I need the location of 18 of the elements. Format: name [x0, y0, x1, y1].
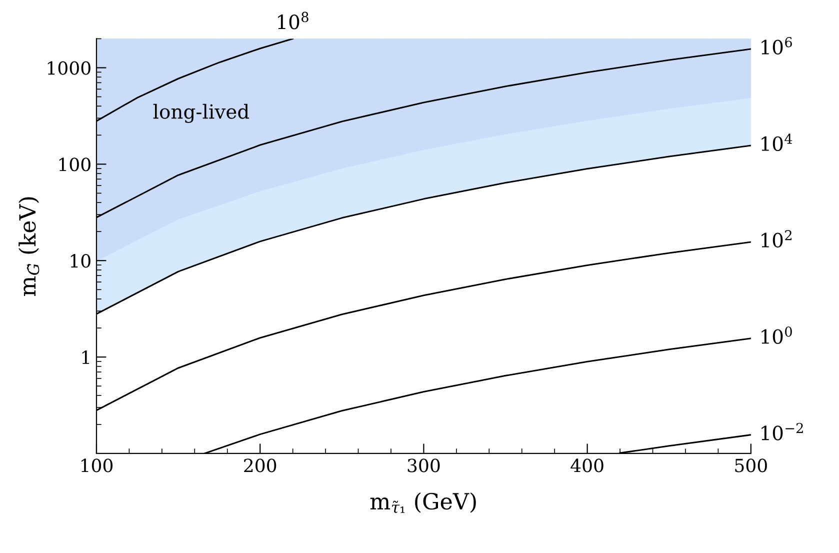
series-label: 10$^{6}$ — [762, 37, 792, 54]
series-label: 10$^{2}$ — [762, 230, 792, 248]
x-tick-label: 400 — [570, 458, 604, 472]
series-label: 10$^{0}$ — [762, 326, 792, 344]
y-axis-title: m$_{G̃}$ (keV) — [18, 197, 40, 296]
annotation: long-lived — [153, 104, 250, 123]
y-tick-label: 10 — [70, 254, 90, 268]
x-tick-label: 200 — [244, 458, 276, 472]
series-label: 10$^{4}$ — [762, 134, 792, 152]
x-tick-label: 300 — [408, 458, 440, 472]
y-tick-label: 1 — [82, 350, 90, 364]
series-label: 10$^{−2}$ — [762, 422, 803, 440]
x-tick-label: 500 — [735, 458, 767, 472]
series-label: 10$^{8}$ — [278, 12, 308, 30]
x-axis-title: m$_{τ̃₁}$ (GeV) — [370, 492, 476, 513]
x-tick-label: 100 — [81, 458, 113, 472]
y-tick-label: 1000 — [48, 61, 90, 75]
y-tick-label: 100 — [59, 158, 90, 172]
